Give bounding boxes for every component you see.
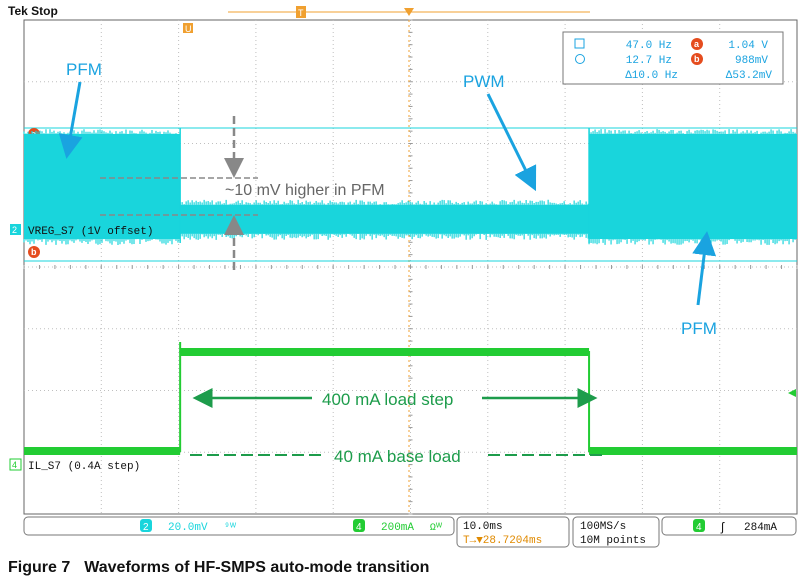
svg-text:4: 4 (696, 522, 702, 533)
acquisition-box: 100MS/s 10M points (572, 516, 660, 548)
measurement-box: 47.0 Hz a 1.04 V 12.7 Hz b 988mV Δ10.0 H… (562, 31, 784, 85)
trigger-point-icon (404, 8, 414, 16)
ch2-scale: 20.0mV (168, 522, 208, 534)
top-marker: U (183, 23, 193, 34)
svg-text:U: U (185, 24, 192, 34)
voltage-waveform (23, 128, 797, 245)
sample-rate: 100MS/s (580, 521, 626, 533)
svg-text:2: 2 (143, 522, 149, 533)
square-icon (574, 38, 585, 49)
arrow-pfm-right (692, 231, 717, 306)
value-1: 1.04 V (728, 40, 768, 52)
voltage-diff-annotation (100, 116, 258, 270)
ch2-label: 2 VREG_S7 (1V offset) (10, 224, 153, 238)
svg-text:4: 4 (12, 460, 17, 470)
annotation-diff: ~10 mV higher in PFM (225, 182, 385, 199)
trigger-box: 4 ʃ 284mA (661, 516, 797, 536)
freq-1: 47.0 Hz (626, 40, 672, 52)
freq-delta: Δ10.0 Hz (625, 70, 678, 82)
voltage-segment-pfm (24, 134, 181, 239)
figure-caption: Figure 7 Waveforms of HF-SMPS auto-mode t… (8, 559, 429, 577)
ch2-coupling: ⁹ᵂ (224, 523, 237, 534)
cursor-b-badge (691, 53, 703, 65)
ch4-scale: 200mA (381, 522, 414, 534)
scope-status: Tek Stop (8, 4, 58, 18)
circle-icon (575, 54, 585, 64)
value-2: 988mV (735, 55, 768, 67)
cursor-a-badge (691, 38, 703, 50)
ch4-scale-badge (353, 519, 365, 532)
record-length: 10M points (580, 535, 646, 547)
trigger-channel-badge (693, 519, 705, 532)
trigger-slope: ʃ (719, 521, 726, 535)
cursor-b-marker: b (28, 246, 40, 258)
timebase-box: 10.0ms T→▼28.7204ms (456, 516, 570, 548)
annotation-base: 40 mA base load (334, 447, 461, 466)
ch2-scale-badge (140, 519, 152, 532)
annotation-pwm: PWM (463, 72, 505, 91)
arrow-pfm-left (58, 81, 83, 159)
current-trace (24, 351, 797, 452)
trigger-position-marker: T (296, 6, 306, 18)
time-scale: 10.0ms (463, 521, 503, 533)
annotation-step: 400 mA load step (322, 390, 453, 409)
trigger-delay: T→▼28.7204ms (463, 535, 542, 547)
svg-text:T: T (298, 8, 304, 18)
voltage-segment-pwm (180, 204, 590, 234)
svg-text:IL_S7 (0.4A step): IL_S7 (0.4A step) (28, 461, 140, 473)
arrow-pwm (486, 93, 537, 192)
svg-text:b: b (31, 247, 37, 257)
annotation-pfm-left: PFM (66, 60, 102, 79)
figure-number: Figure 7 (8, 559, 71, 576)
svg-text:b: b (694, 54, 700, 64)
current-waveform (24, 342, 797, 455)
voltage-segment-pfm (589, 134, 797, 239)
trigger-level: 284mA (744, 522, 777, 534)
readout-bar: 2 20.0mV ⁹ᵂ 4 200mA Ωᵂ (23, 516, 455, 536)
value-delta: Δ53.2mV (726, 70, 773, 82)
freq-2: 12.7 Hz (626, 55, 672, 67)
annotation-pfm-right: PFM (681, 319, 717, 338)
figure-title: Waveforms of HF-SMPS auto-mode transitio… (84, 559, 430, 576)
svg-text:a: a (694, 39, 700, 49)
svg-text:VREG_S7 (1V offset): VREG_S7 (1V offset) (28, 226, 153, 238)
ch4-label: 4 IL_S7 (0.4A step) (9, 458, 140, 473)
right-edge-marker-icon (788, 389, 796, 397)
ch4-coupling: Ωᵂ (430, 523, 443, 534)
svg-text:2: 2 (12, 225, 17, 235)
svg-text:4: 4 (356, 522, 362, 533)
